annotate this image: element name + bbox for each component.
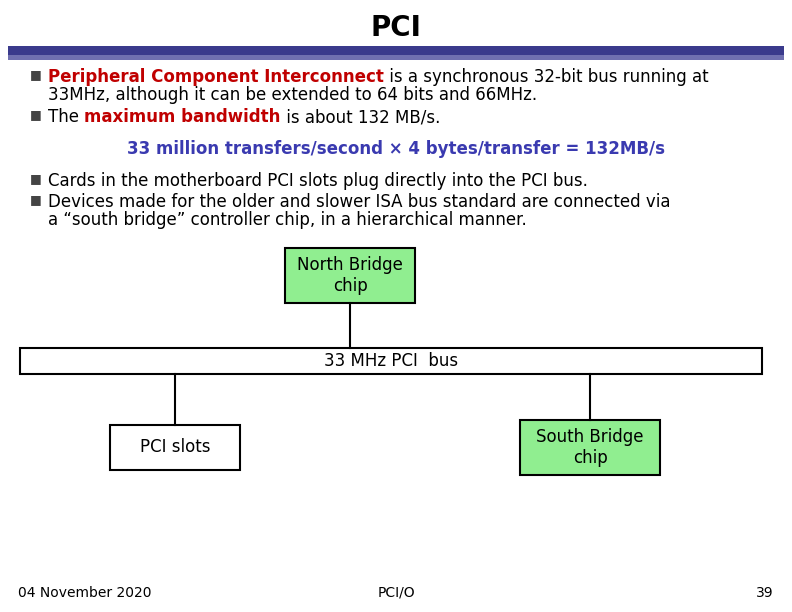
Text: is about 132 MB/s.: is about 132 MB/s.: [280, 108, 440, 126]
Text: a “south bridge” controller chip, in a hierarchical manner.: a “south bridge” controller chip, in a h…: [48, 211, 527, 229]
Text: 33 million transfers/second × 4 bytes/transfer = 132MB/s: 33 million transfers/second × 4 bytes/tr…: [127, 140, 665, 158]
Text: The: The: [48, 108, 84, 126]
Text: North Bridge
chip: North Bridge chip: [297, 256, 403, 295]
Text: ■: ■: [30, 193, 42, 206]
Text: 33 MHz PCI  bus: 33 MHz PCI bus: [324, 352, 458, 370]
Bar: [20, 348, 762, 374]
Text: is a synchronous 32-bit bus running at: is a synchronous 32-bit bus running at: [384, 68, 709, 86]
Bar: [520, 420, 660, 475]
Text: ■: ■: [30, 172, 42, 185]
Text: 04 November 2020: 04 November 2020: [18, 586, 151, 600]
Bar: [8, 46, 784, 55]
Text: Devices made for the older and slower ISA bus standard are connected via: Devices made for the older and slower IS…: [48, 193, 671, 211]
Text: ■: ■: [30, 68, 42, 81]
Text: PCI slots: PCI slots: [139, 439, 210, 457]
Text: 39: 39: [756, 586, 774, 600]
Text: South Bridge
chip: South Bridge chip: [536, 428, 644, 467]
Text: Cards in the motherboard PCI slots plug directly into the PCI bus.: Cards in the motherboard PCI slots plug …: [48, 172, 588, 190]
Bar: [285, 248, 415, 303]
Text: maximum bandwidth: maximum bandwidth: [84, 108, 280, 126]
Text: ■: ■: [30, 108, 42, 121]
Bar: [110, 425, 240, 470]
Bar: [8, 55, 784, 60]
Text: PCI: PCI: [371, 14, 421, 42]
Text: Peripheral Component Interconnect: Peripheral Component Interconnect: [48, 68, 384, 86]
Text: 33MHz, although it can be extended to 64 bits and 66MHz.: 33MHz, although it can be extended to 64…: [48, 86, 537, 104]
Text: PCI/O: PCI/O: [377, 586, 415, 600]
